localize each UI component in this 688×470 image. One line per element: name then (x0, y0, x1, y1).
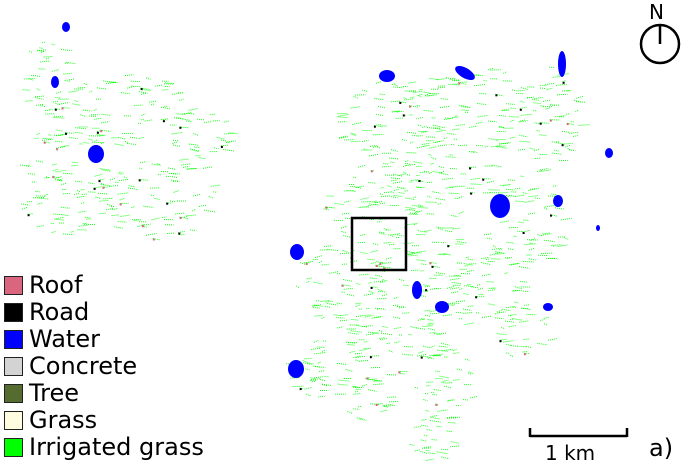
legend-label-road: Road (29, 298, 90, 326)
water-body (51, 76, 59, 88)
legend-item-concrete: Concrete (4, 353, 204, 380)
scale-bar (528, 428, 629, 438)
study-area-box (350, 216, 408, 272)
legend-item-water: Water (4, 326, 204, 353)
legend-item-road: Road (4, 299, 204, 326)
water-body (490, 194, 510, 218)
legend-swatch-tree (4, 384, 23, 403)
legend-label-concrete: Concrete (29, 352, 138, 380)
water-body (605, 148, 613, 158)
legend-swatch-roof (4, 276, 23, 295)
legend-item-roof: Roof (4, 272, 204, 299)
water-bodies (51, 22, 613, 378)
legend-item-grass: Grass (4, 407, 204, 434)
scale-bar-label: 1 km (545, 441, 596, 465)
legend-label-water: Water (29, 325, 100, 353)
north-label: N (649, 0, 664, 24)
legend-swatch-irrigated-grass (4, 438, 23, 457)
panel-label: a) (649, 434, 674, 462)
legend-item-tree: Tree (4, 380, 204, 407)
legend-swatch-water (4, 330, 23, 349)
water-body (455, 66, 475, 80)
water-body (88, 145, 104, 163)
legend: Roof Road Water Concrete Tree Grass Irri… (4, 272, 204, 461)
water-body (596, 225, 600, 231)
irrigated-grass-pattern (20, 41, 590, 462)
water-body (558, 51, 566, 77)
water-body (288, 360, 304, 378)
water-body (553, 195, 563, 207)
water-body (379, 70, 395, 82)
legend-label-roof: Roof (29, 271, 83, 299)
legend-label-tree: Tree (29, 379, 80, 407)
north-arrow-icon (639, 23, 681, 65)
water-body (290, 244, 304, 260)
legend-swatch-road (4, 303, 23, 322)
water-body (62, 22, 70, 32)
legend-label-irrigated-grass: Irrigated grass (29, 433, 204, 461)
legend-label-grass: Grass (29, 406, 98, 434)
legend-swatch-concrete (4, 357, 23, 376)
water-body (435, 301, 449, 313)
legend-swatch-grass (4, 411, 23, 430)
legend-item-irrigated-grass: Irrigated grass (4, 434, 204, 461)
water-body (412, 281, 422, 299)
water-body (543, 303, 553, 311)
road-dots (27, 81, 565, 406)
roof-dots (43, 101, 569, 406)
